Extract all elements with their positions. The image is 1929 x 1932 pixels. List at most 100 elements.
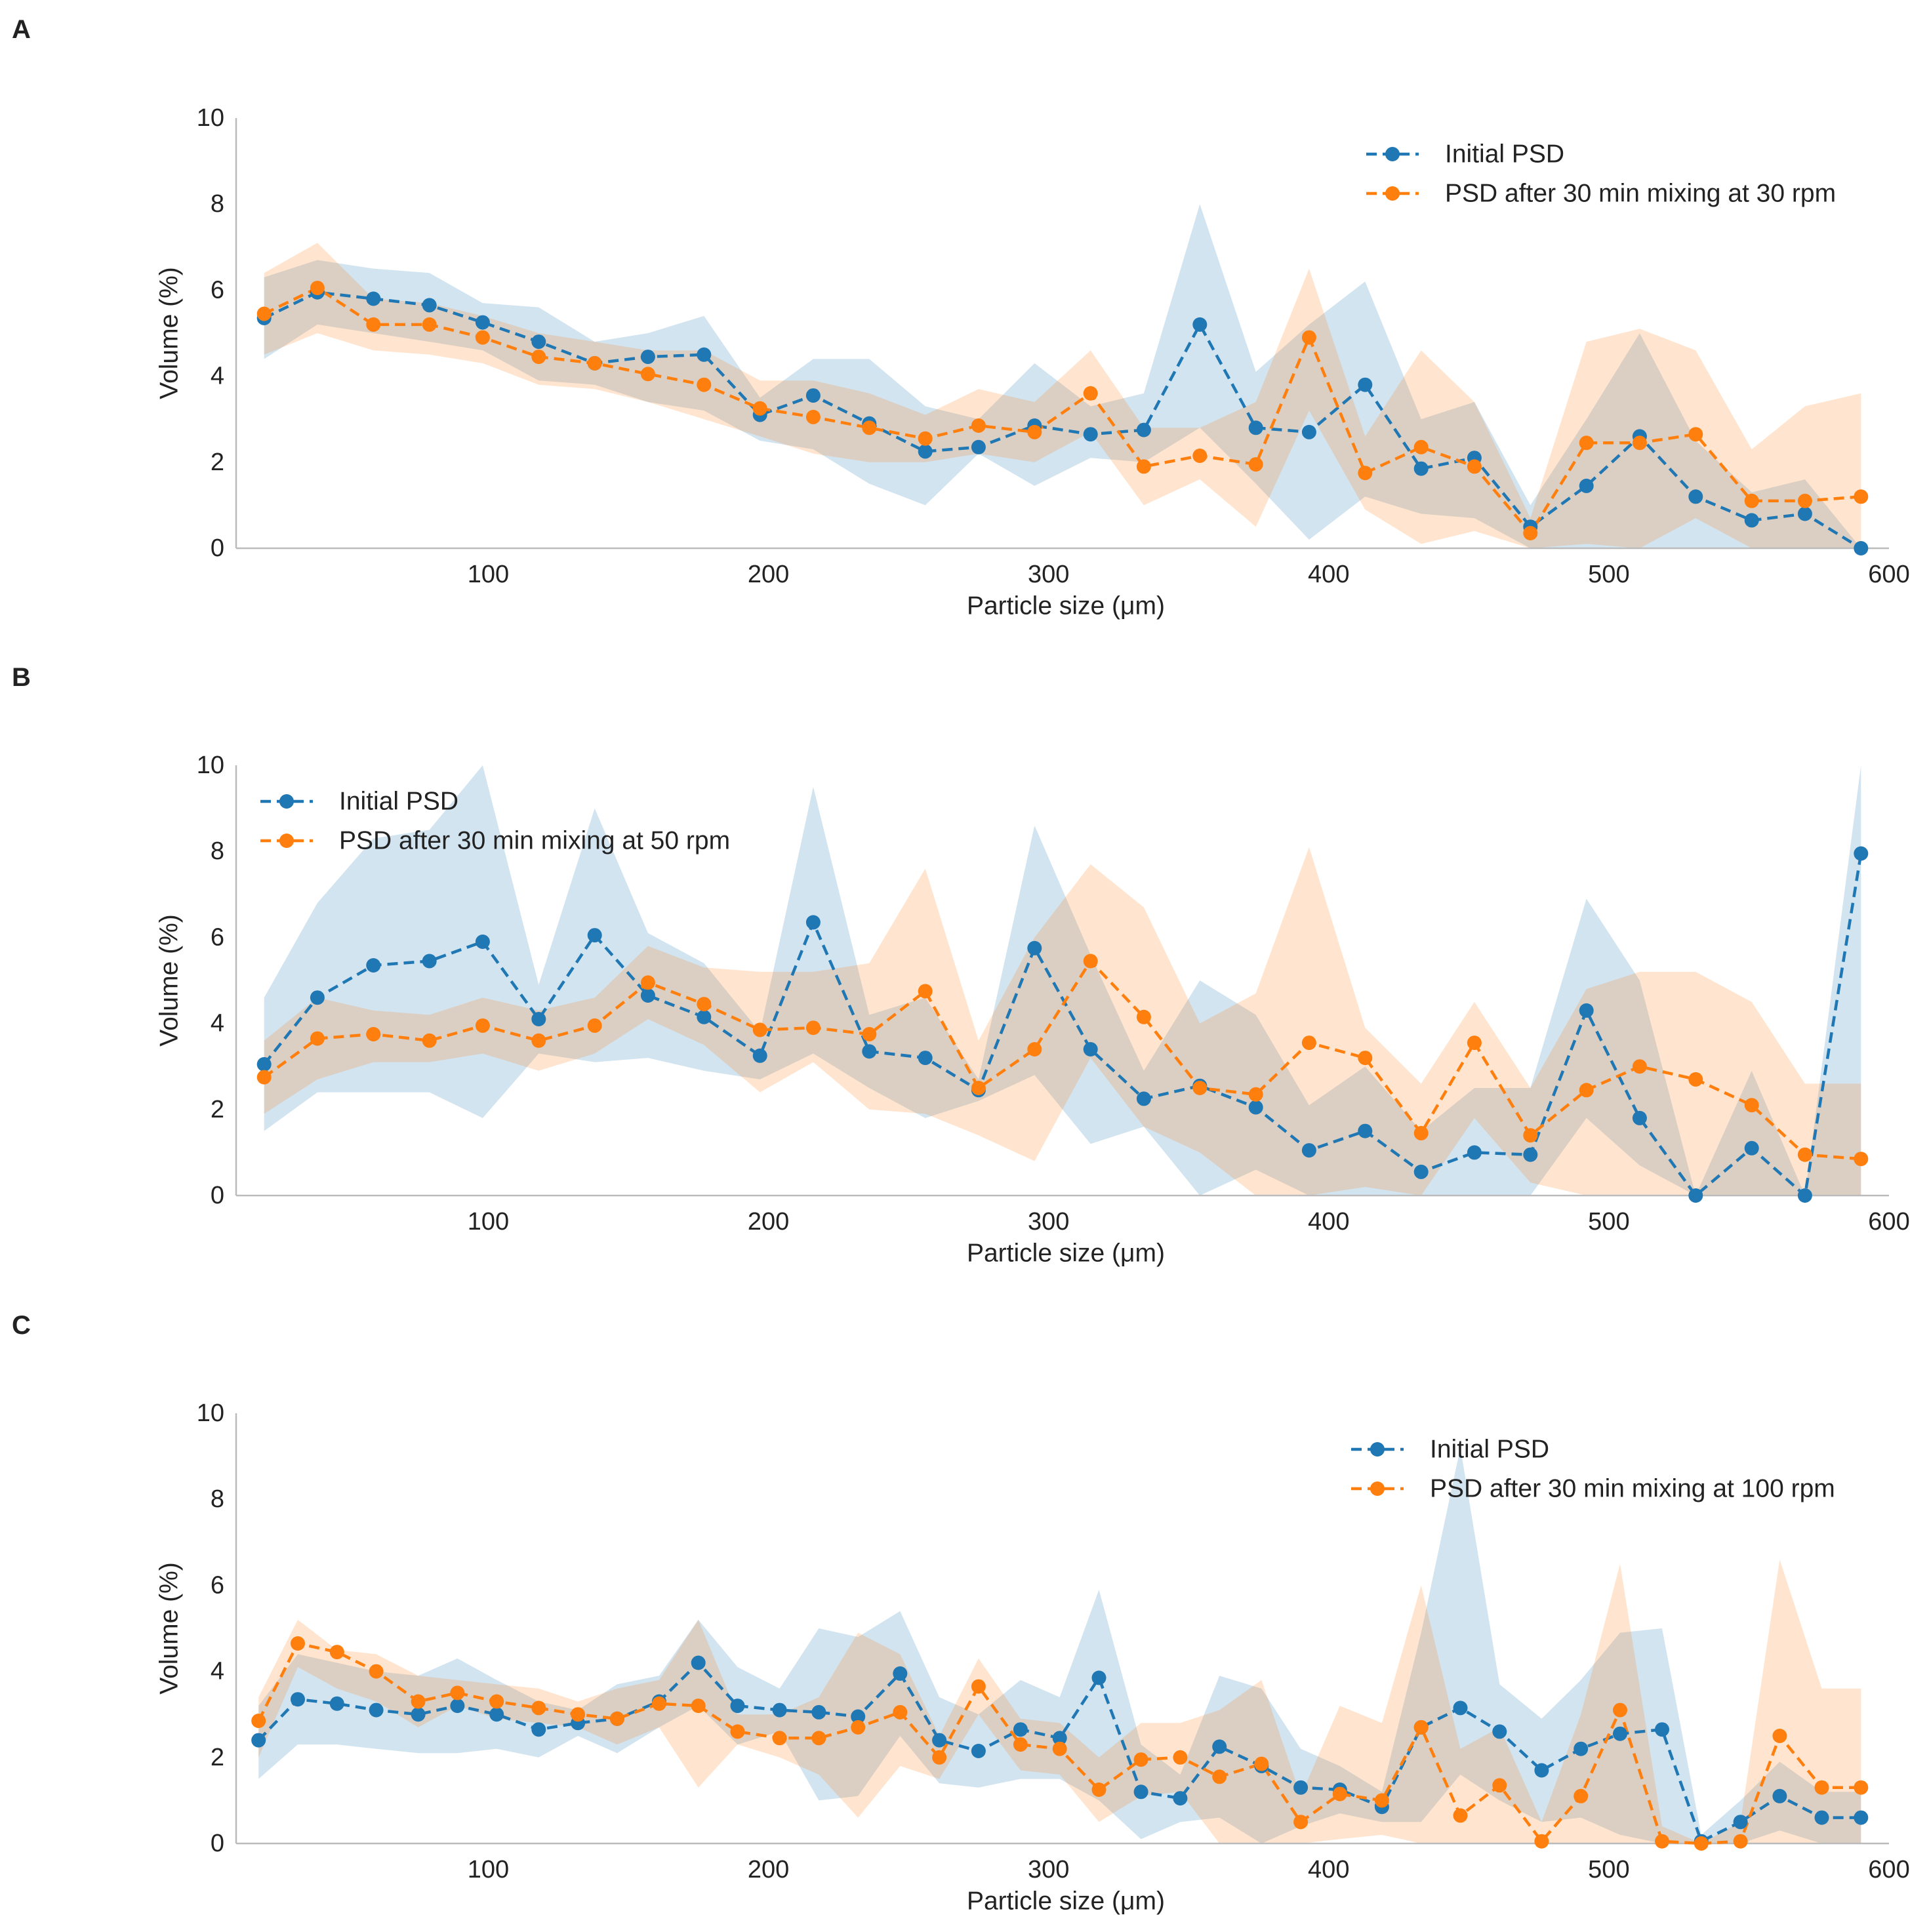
data-point xyxy=(805,1020,821,1036)
data-point xyxy=(366,958,381,973)
x-tick-label: 300 xyxy=(1028,1856,1069,1883)
legend-marker xyxy=(1385,147,1400,161)
data-point xyxy=(1248,1100,1263,1115)
data-point xyxy=(893,1704,908,1720)
legend-marker xyxy=(1370,1442,1385,1457)
data-point xyxy=(918,444,933,459)
data-point xyxy=(1632,1110,1647,1125)
data-point xyxy=(1133,1784,1148,1800)
data-point xyxy=(918,1051,933,1066)
data-point xyxy=(531,334,546,350)
data-point xyxy=(1293,1815,1309,1830)
x-tick-label: 400 xyxy=(1308,1208,1349,1236)
panel-b: B 0 2 4 6 8 10 100 200 300 400 500 600 Particle size … xyxy=(12,663,1910,1268)
data-point xyxy=(811,1731,826,1746)
data-point xyxy=(1467,459,1482,474)
legend-label: Initial PSD xyxy=(1445,140,1564,169)
data-point xyxy=(971,439,986,454)
y-tick-label: 2 xyxy=(211,1096,224,1123)
data-point xyxy=(450,1699,465,1714)
legend: Initial PSD PSD after 30 min mixing at 10… xyxy=(1351,1436,1835,1503)
data-point xyxy=(1574,1741,1589,1756)
confidence-band xyxy=(264,243,1861,548)
data-point xyxy=(1467,1145,1482,1160)
data-point xyxy=(1301,1143,1316,1158)
y-tick-label: 10 xyxy=(197,752,224,779)
data-point xyxy=(1192,449,1208,463)
data-point xyxy=(587,928,602,943)
data-point xyxy=(1027,424,1042,439)
data-point xyxy=(772,1702,787,1718)
x-tick-label: 200 xyxy=(748,1856,789,1883)
y-tick-label: 8 xyxy=(211,190,224,218)
data-point xyxy=(1052,1741,1067,1756)
data-point xyxy=(862,420,877,435)
legend-marker xyxy=(1385,186,1400,201)
data-point xyxy=(1854,1780,1869,1795)
data-point xyxy=(422,1033,437,1048)
x-axis-title: Particle size (μm) xyxy=(967,1887,1165,1916)
data-point xyxy=(971,1679,986,1694)
data-point xyxy=(1013,1737,1028,1752)
data-point xyxy=(1744,1098,1759,1113)
y-axis-title: Volume (%) xyxy=(155,1562,184,1695)
data-point xyxy=(1212,1739,1227,1754)
data-point xyxy=(811,1704,826,1720)
data-point xyxy=(1579,435,1594,451)
x-tick-label: 500 xyxy=(1588,1856,1629,1883)
data-point xyxy=(1797,493,1812,508)
legend: Initial PSD PSD after 30 min mixing at 50… xyxy=(260,788,730,855)
panel-label: B xyxy=(12,663,31,692)
data-point xyxy=(1413,1720,1429,1735)
data-point xyxy=(475,315,490,330)
data-point xyxy=(752,1022,767,1037)
data-point xyxy=(422,317,437,332)
x-axis-title: Particle size (μm) xyxy=(967,592,1165,620)
data-point xyxy=(475,1018,490,1033)
data-point xyxy=(971,1081,986,1095)
legend-marker xyxy=(279,794,294,809)
data-point xyxy=(1358,466,1373,481)
data-point xyxy=(932,1750,947,1765)
data-point xyxy=(1854,1810,1869,1825)
data-point xyxy=(369,1702,384,1718)
data-point xyxy=(450,1685,465,1701)
data-point xyxy=(366,291,381,306)
x-axis-title: Particle size (μm) xyxy=(967,1239,1165,1268)
x-tick-label: 400 xyxy=(1308,561,1349,588)
data-point xyxy=(1733,1815,1748,1830)
data-point xyxy=(971,1744,986,1758)
y-tick-label: 10 xyxy=(197,104,224,132)
panel-label: C xyxy=(12,1311,31,1340)
data-point xyxy=(1632,1059,1647,1074)
data-point xyxy=(851,1720,866,1735)
confidence-band xyxy=(264,847,1861,1196)
data-point xyxy=(587,355,602,371)
data-point xyxy=(411,1707,426,1722)
data-point xyxy=(531,1033,546,1048)
data-point xyxy=(893,1666,908,1681)
data-point xyxy=(489,1707,504,1722)
data-point xyxy=(1192,1081,1208,1095)
data-point xyxy=(366,317,381,332)
data-point xyxy=(1358,1123,1373,1138)
data-point xyxy=(1173,1791,1188,1806)
data-point xyxy=(851,1709,866,1724)
y-tick-label: 10 xyxy=(197,1399,224,1427)
data-point xyxy=(1083,427,1098,442)
data-point xyxy=(1083,386,1098,401)
series-line xyxy=(262,853,1863,1197)
data-point xyxy=(752,401,767,416)
y-tick-label: 6 xyxy=(211,1571,224,1599)
data-point xyxy=(1733,1834,1748,1849)
data-point xyxy=(1413,439,1429,454)
data-point xyxy=(640,988,655,1003)
data-point xyxy=(772,1731,787,1746)
data-point xyxy=(1744,513,1759,528)
data-point xyxy=(1688,1072,1703,1087)
legend-label: Initial PSD xyxy=(1430,1436,1549,1464)
data-point xyxy=(475,935,490,949)
confidence-band xyxy=(264,765,1861,1196)
data-point xyxy=(1523,1147,1538,1162)
panel-label: A xyxy=(12,15,31,44)
